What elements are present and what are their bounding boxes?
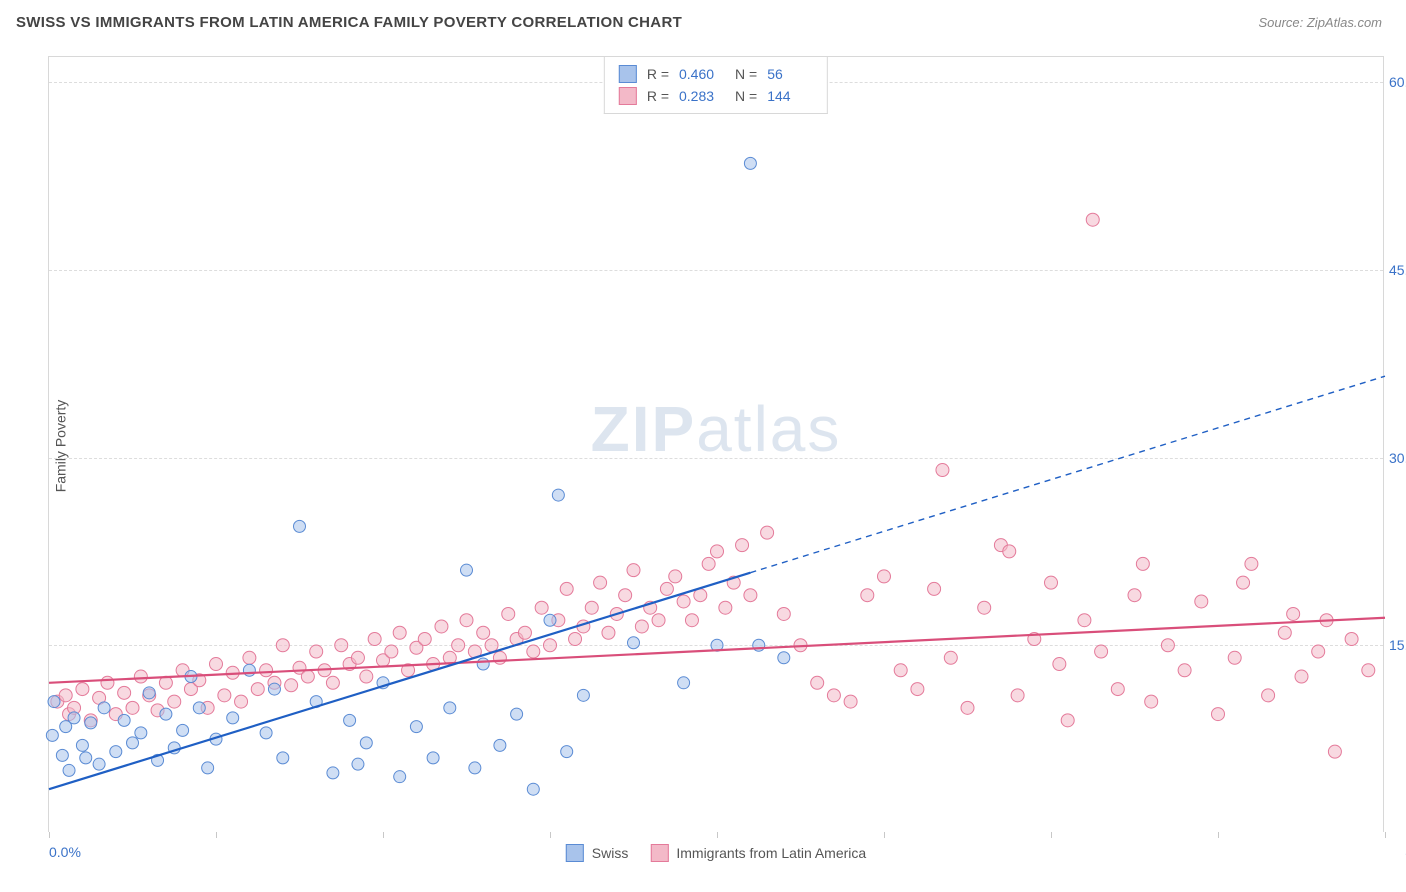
legend-bottom-swiss: Swiss bbox=[566, 844, 629, 862]
legend-n-label: N = bbox=[735, 63, 757, 85]
legend-swatch-swiss bbox=[619, 65, 637, 83]
legend-top-row-immigrants: R = 0.283 N = 144 bbox=[619, 85, 813, 107]
legend-bottom-swatch-immigrants bbox=[650, 844, 668, 862]
legend-top-row-swiss: R = 0.460 N = 56 bbox=[619, 63, 813, 85]
legend-bottom: Swiss Immigrants from Latin America bbox=[566, 844, 866, 862]
y-tick-label: 30.0% bbox=[1389, 450, 1406, 466]
y-tick-label: 15.0% bbox=[1389, 637, 1406, 653]
y-tick-label: 45.0% bbox=[1389, 262, 1406, 278]
legend-swatch-immigrants bbox=[619, 87, 637, 105]
legend-bottom-label-immigrants: Immigrants from Latin America bbox=[676, 845, 866, 861]
chart-title: SWISS VS IMMIGRANTS FROM LATIN AMERICA F… bbox=[16, 14, 682, 31]
legend-n-label: N = bbox=[735, 85, 757, 107]
chart-header: SWISS VS IMMIGRANTS FROM LATIN AMERICA F… bbox=[0, 0, 1406, 41]
legend-r-value-immigrants: 0.283 bbox=[679, 85, 725, 107]
x-tick-label: 0.0% bbox=[49, 844, 81, 860]
y-tick-label: 60.0% bbox=[1389, 74, 1406, 90]
legend-bottom-label-swiss: Swiss bbox=[592, 845, 629, 861]
legend-r-label: R = bbox=[647, 85, 669, 107]
legend-bottom-swatch-swiss bbox=[566, 844, 584, 862]
legend-n-value-immigrants: 144 bbox=[767, 85, 813, 107]
chart-source: Source: ZipAtlas.com bbox=[1258, 15, 1382, 30]
legend-top: R = 0.460 N = 56 R = 0.283 N = 144 bbox=[604, 57, 828, 114]
legend-n-value-swiss: 56 bbox=[767, 63, 813, 85]
chart-plot-area: 15.0%30.0%45.0%60.0% ZIPatlas R = 0.460 … bbox=[48, 56, 1384, 832]
legend-bottom-immigrants: Immigrants from Latin America bbox=[650, 844, 866, 862]
legend-r-label: R = bbox=[647, 63, 669, 85]
legend-r-value-swiss: 0.460 bbox=[679, 63, 725, 85]
scatter-svg bbox=[49, 57, 1383, 832]
